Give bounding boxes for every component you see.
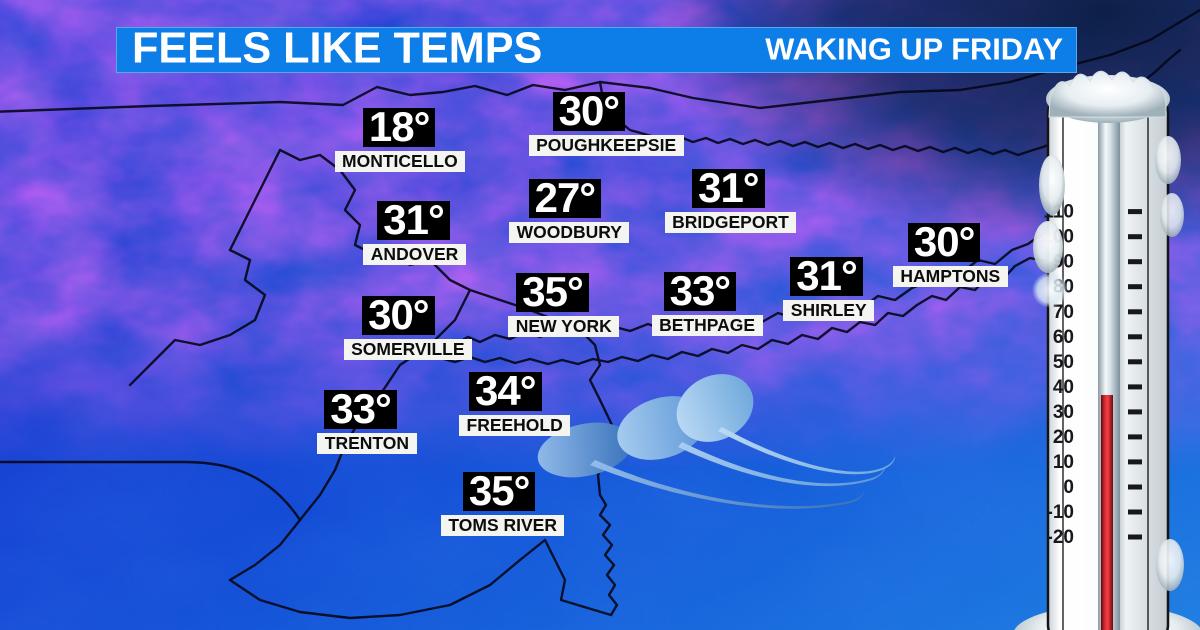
svg-text:30: 30 [1053,402,1074,423]
svg-text:10: 10 [1053,452,1074,473]
svg-text:40: 40 [1053,377,1074,398]
svg-text:50: 50 [1053,352,1074,373]
svg-text:-10: -10 [1047,502,1074,523]
svg-text:60: 60 [1053,327,1074,348]
svg-text:20: 20 [1053,427,1074,448]
svg-text:-20: -20 [1047,527,1074,548]
svg-text:0: 0 [1063,477,1074,498]
